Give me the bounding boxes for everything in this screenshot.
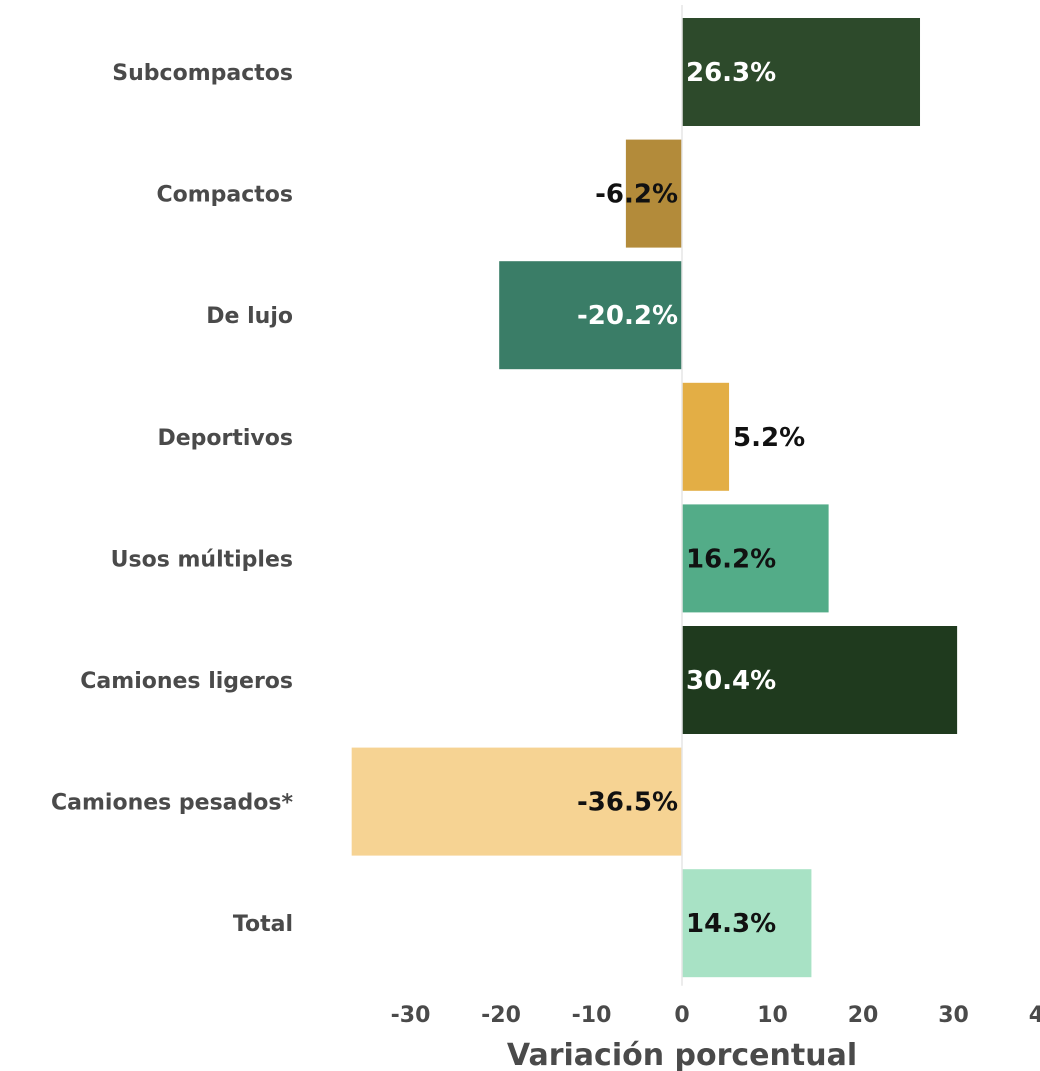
x-axis-ticks: -30 -20 -10 0 10 20 30 40 — [391, 1003, 1040, 1028]
value-label: -6.2% — [595, 180, 678, 210]
value-label: -36.5% — [577, 788, 678, 818]
x-tick-label: -20 — [481, 1003, 521, 1028]
bar-1 — [625, 139, 682, 248]
bar-7 — [682, 869, 812, 978]
labels-layer: Subcompactos 26.3% Compactos -6.2% De lujo -2… — [51, 58, 805, 939]
category-label: Compactos — [156, 183, 293, 208]
value-label: 5.2% — [733, 423, 805, 453]
category-label: Camiones pesados* — [51, 791, 293, 816]
x-tick-label: -30 — [391, 1003, 431, 1028]
category-label: Camiones ligeros — [80, 669, 293, 694]
bar-2 — [499, 261, 682, 370]
category-label: Usos múltiples — [111, 547, 293, 572]
category-label: De lujo — [206, 304, 293, 329]
category-label: Deportivos — [157, 426, 293, 451]
x-tick-label: -10 — [572, 1003, 612, 1028]
x-tick-label: 10 — [757, 1003, 788, 1028]
bar-3 — [682, 382, 730, 491]
category-label: Total — [233, 912, 293, 937]
bars-layer — [351, 18, 958, 978]
bar-0 — [682, 18, 921, 126]
value-label: 16.2% — [686, 544, 776, 574]
x-tick-label: 40 — [1029, 1003, 1040, 1028]
category-label: Subcompactos — [112, 61, 293, 86]
value-label: 30.4% — [686, 666, 776, 696]
x-axis-title: Variación porcentual — [507, 1038, 857, 1071]
value-label: 26.3% — [686, 58, 776, 88]
bar-5 — [682, 626, 958, 734]
value-label: -20.2% — [577, 301, 678, 331]
x-tick-label: 0 — [674, 1003, 689, 1028]
value-label: 14.3% — [686, 909, 776, 939]
x-tick-label: 20 — [848, 1003, 879, 1028]
bar-6 — [351, 747, 682, 856]
x-tick-label: 30 — [938, 1003, 969, 1028]
bar-4 — [682, 504, 829, 613]
